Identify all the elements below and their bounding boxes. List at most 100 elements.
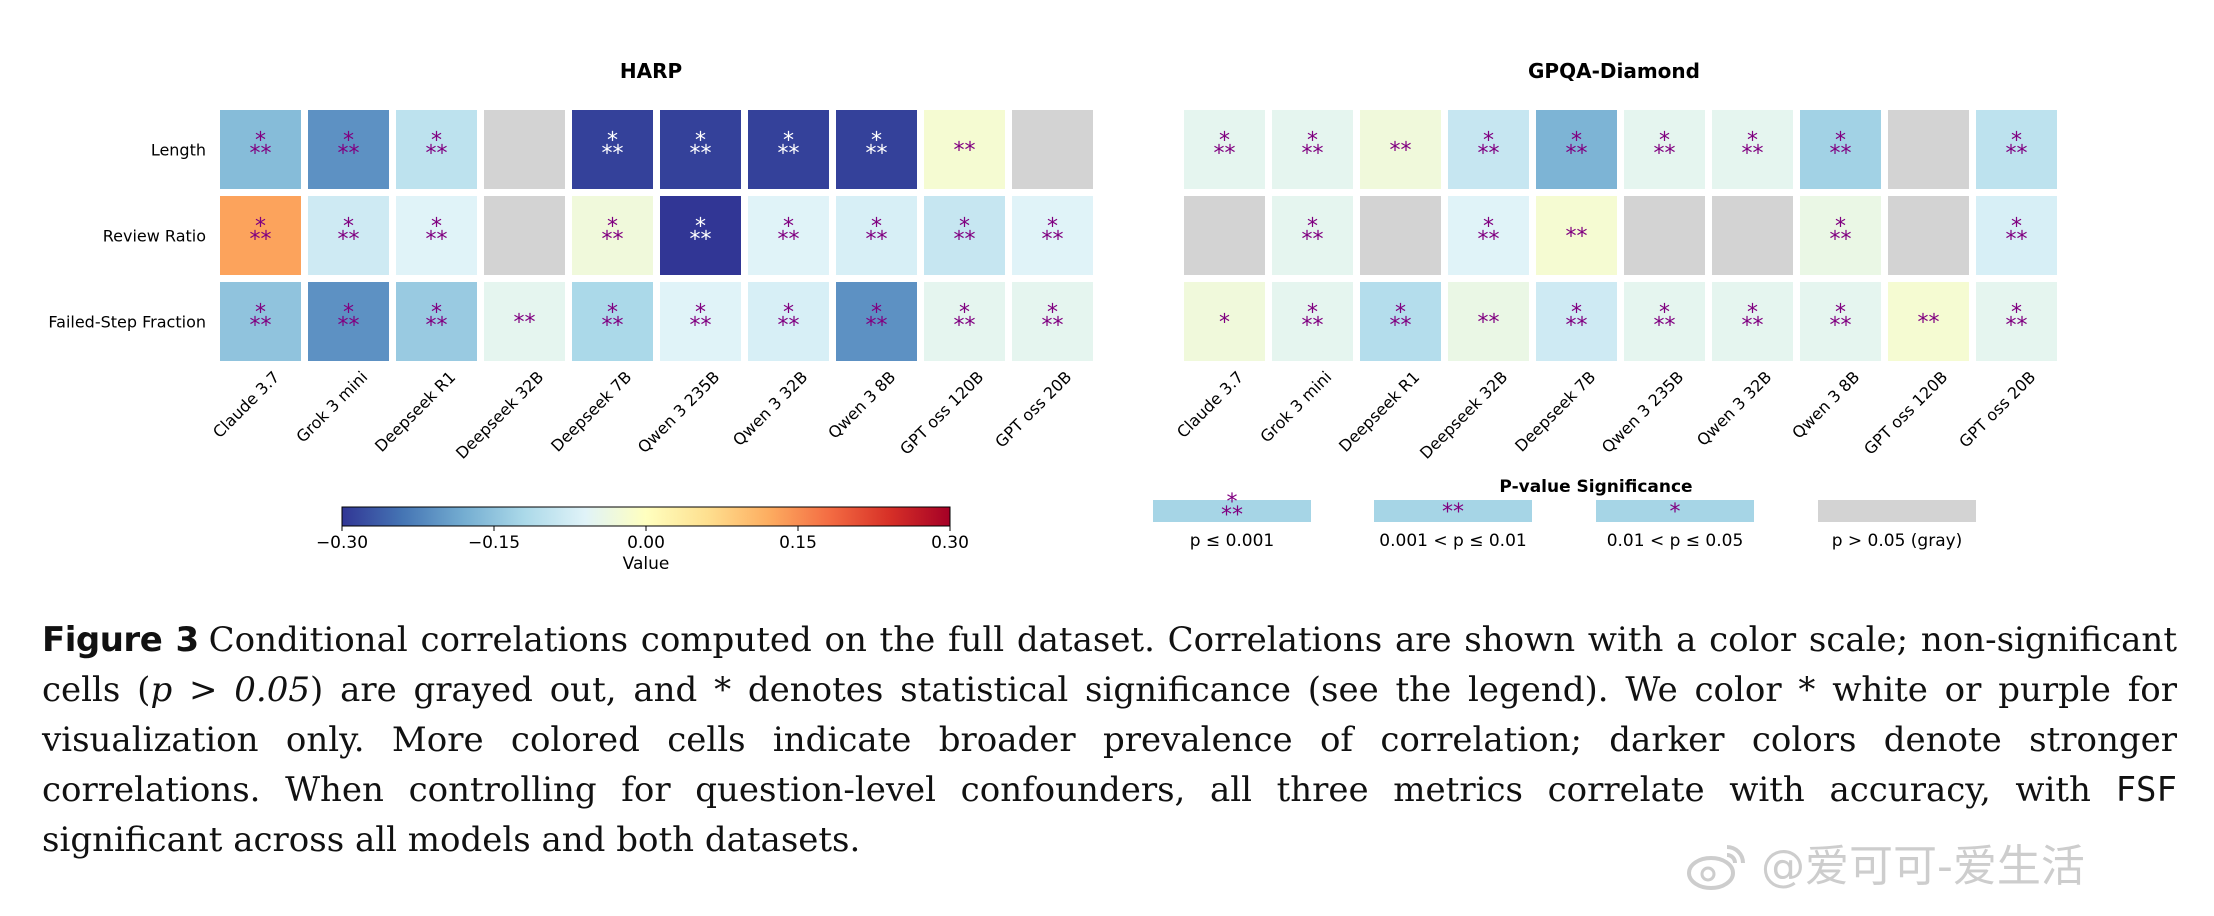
caption-math: p > 0.05 bbox=[150, 670, 310, 710]
legend-label: p > 0.05 (gray) bbox=[1832, 531, 1963, 551]
legend-items: ***p ≤ 0.001**0.001 < p ≤ 0.01*0.01 < p … bbox=[1153, 490, 1976, 551]
gpqa-heatmap: ****** ** ************************ ** ******… bbox=[1173, 110, 2057, 463]
significance-marker: ** bbox=[1830, 142, 1852, 167]
significance-marker: * bbox=[1047, 301, 1058, 326]
heatmap-cell bbox=[1888, 282, 1969, 361]
legend-label: p ≤ 0.001 bbox=[1190, 531, 1275, 551]
column-label: GPT oss 120B bbox=[1860, 367, 1951, 458]
significance-marker: * bbox=[1670, 500, 1681, 525]
heatmap-cell bbox=[308, 110, 389, 189]
column-label: Qwen 3 32B bbox=[729, 367, 811, 449]
column-label: GPT oss 20B bbox=[991, 367, 1075, 451]
significance-marker: * bbox=[607, 301, 618, 326]
heatmap-cell bbox=[396, 110, 477, 189]
heatmap-cell bbox=[1976, 282, 2057, 361]
significance-marker: ** bbox=[602, 314, 624, 339]
significance-marker: * bbox=[1835, 129, 1846, 154]
heatmap-cell bbox=[924, 282, 1005, 361]
watermark: @爱可可-爱生活 bbox=[1685, 832, 2205, 902]
heatmap-cell bbox=[1976, 110, 2057, 189]
gpqa-title: GPQA-Diamond bbox=[1528, 59, 1700, 83]
legend-swatch bbox=[1374, 500, 1532, 522]
significance-marker: * bbox=[1483, 129, 1494, 154]
significance-marker: * bbox=[343, 215, 354, 240]
significance-marker: * bbox=[431, 215, 442, 240]
heatmap-cell bbox=[1012, 110, 1093, 189]
significance-marker: ** bbox=[954, 228, 976, 253]
caption-text-2: ) are grayed out, and * denotes statisti… bbox=[42, 670, 2177, 810]
significance-marker: ** bbox=[1918, 311, 1940, 336]
significance-marker: ** bbox=[514, 311, 536, 336]
watermark-text: @爱可可-爱生活 bbox=[1761, 841, 2085, 892]
significance-marker: * bbox=[1307, 215, 1318, 240]
significance-marker: ** bbox=[778, 228, 800, 253]
heatmap-cell bbox=[1536, 110, 1617, 189]
heatmap-cell bbox=[924, 196, 1005, 275]
harp-title: HARP bbox=[620, 59, 682, 83]
heatmap-cell bbox=[396, 282, 477, 361]
caption-text-1: Conditional correlations computed on the… bbox=[42, 620, 2177, 710]
heatmap-cell bbox=[1012, 282, 1093, 361]
significance-marker: ** bbox=[1302, 314, 1324, 339]
heatmap-cell bbox=[1624, 196, 1705, 275]
significance-marker: ** bbox=[1566, 314, 1588, 339]
significance-marker: ** bbox=[1742, 314, 1764, 339]
significance-marker: * bbox=[255, 301, 266, 326]
heatmap-cell bbox=[1272, 196, 1353, 275]
heatmap-cell bbox=[220, 282, 301, 361]
significance-marker: * bbox=[1659, 301, 1670, 326]
heatmap-cell bbox=[1272, 110, 1353, 189]
significance-marker: * bbox=[343, 129, 354, 154]
heatmap-cell bbox=[836, 282, 917, 361]
significance-marker: * bbox=[783, 129, 794, 154]
significance-marker: ** bbox=[866, 142, 888, 167]
significance-marker: ** bbox=[338, 228, 360, 253]
significance-marker: * bbox=[871, 215, 882, 240]
colorbar-tick-label: 0.15 bbox=[779, 533, 817, 553]
caption-label: Figure 3 bbox=[42, 620, 199, 660]
heatmap-cell bbox=[748, 110, 829, 189]
colorbar-tick-label: 0.00 bbox=[627, 533, 665, 553]
heatmap-cell bbox=[1272, 282, 1353, 361]
heatmap-cell bbox=[1800, 110, 1881, 189]
heatmap-cell bbox=[1448, 196, 1529, 275]
figure-caption: Figure 3 Conditional correlations compute… bbox=[42, 615, 2177, 865]
significance-marker: ** bbox=[1566, 142, 1588, 167]
figure-canvas: HARP GPQA-Diamond ********************* *… bbox=[48, 59, 2057, 574]
heatmap-cell bbox=[1888, 196, 1969, 275]
column-label: Qwen 3 235B bbox=[1598, 367, 1687, 456]
column-label: Deepseek 7B bbox=[1511, 367, 1599, 455]
significance-marker: ** bbox=[1478, 228, 1500, 253]
heatmap-cell bbox=[1448, 282, 1529, 361]
significance-marker: * bbox=[2011, 215, 2022, 240]
colorbar-ticks: −0.30 −0.15 0.00 0.15 0.30 bbox=[316, 526, 969, 553]
column-label: Deepseek 32B bbox=[452, 367, 547, 462]
significance-marker: ** bbox=[954, 314, 976, 339]
column-label: Qwen 3 235B bbox=[634, 367, 723, 456]
heatmap-cell bbox=[1184, 196, 1265, 275]
column-label: Deepseek 7B bbox=[547, 367, 635, 455]
column-label: Qwen 3 32B bbox=[1693, 367, 1775, 449]
colorbar: −0.30 −0.15 0.00 0.15 0.30 Value bbox=[316, 506, 969, 574]
significance-marker: * bbox=[343, 301, 354, 326]
column-label: Deepseek 32B bbox=[1416, 367, 1511, 462]
significance-marker: * bbox=[1047, 215, 1058, 240]
significance-marker: ** bbox=[1042, 228, 1064, 253]
significance-marker: * bbox=[1835, 301, 1846, 326]
heatmap-cell bbox=[660, 282, 741, 361]
significance-marker: ** bbox=[250, 142, 272, 167]
significance-marker: ** bbox=[1390, 314, 1412, 339]
harp-heatmap: ********************* *******************… bbox=[48, 110, 1093, 463]
significance-marker: ** bbox=[338, 142, 360, 167]
heatmap-cell bbox=[1536, 282, 1617, 361]
heatmap-cell bbox=[1012, 196, 1093, 275]
heatmap-cell bbox=[1624, 110, 1705, 189]
significance-marker: ** bbox=[1566, 225, 1588, 250]
significance-marker: * bbox=[1835, 215, 1846, 240]
significance-marker: ** bbox=[250, 228, 272, 253]
heatmap-cell bbox=[748, 196, 829, 275]
significance-marker: * bbox=[1571, 301, 1582, 326]
significance-marker: ** bbox=[690, 142, 712, 167]
significance-marker: ** bbox=[1221, 503, 1243, 528]
legend-title: P-value Significance bbox=[1499, 477, 1692, 497]
